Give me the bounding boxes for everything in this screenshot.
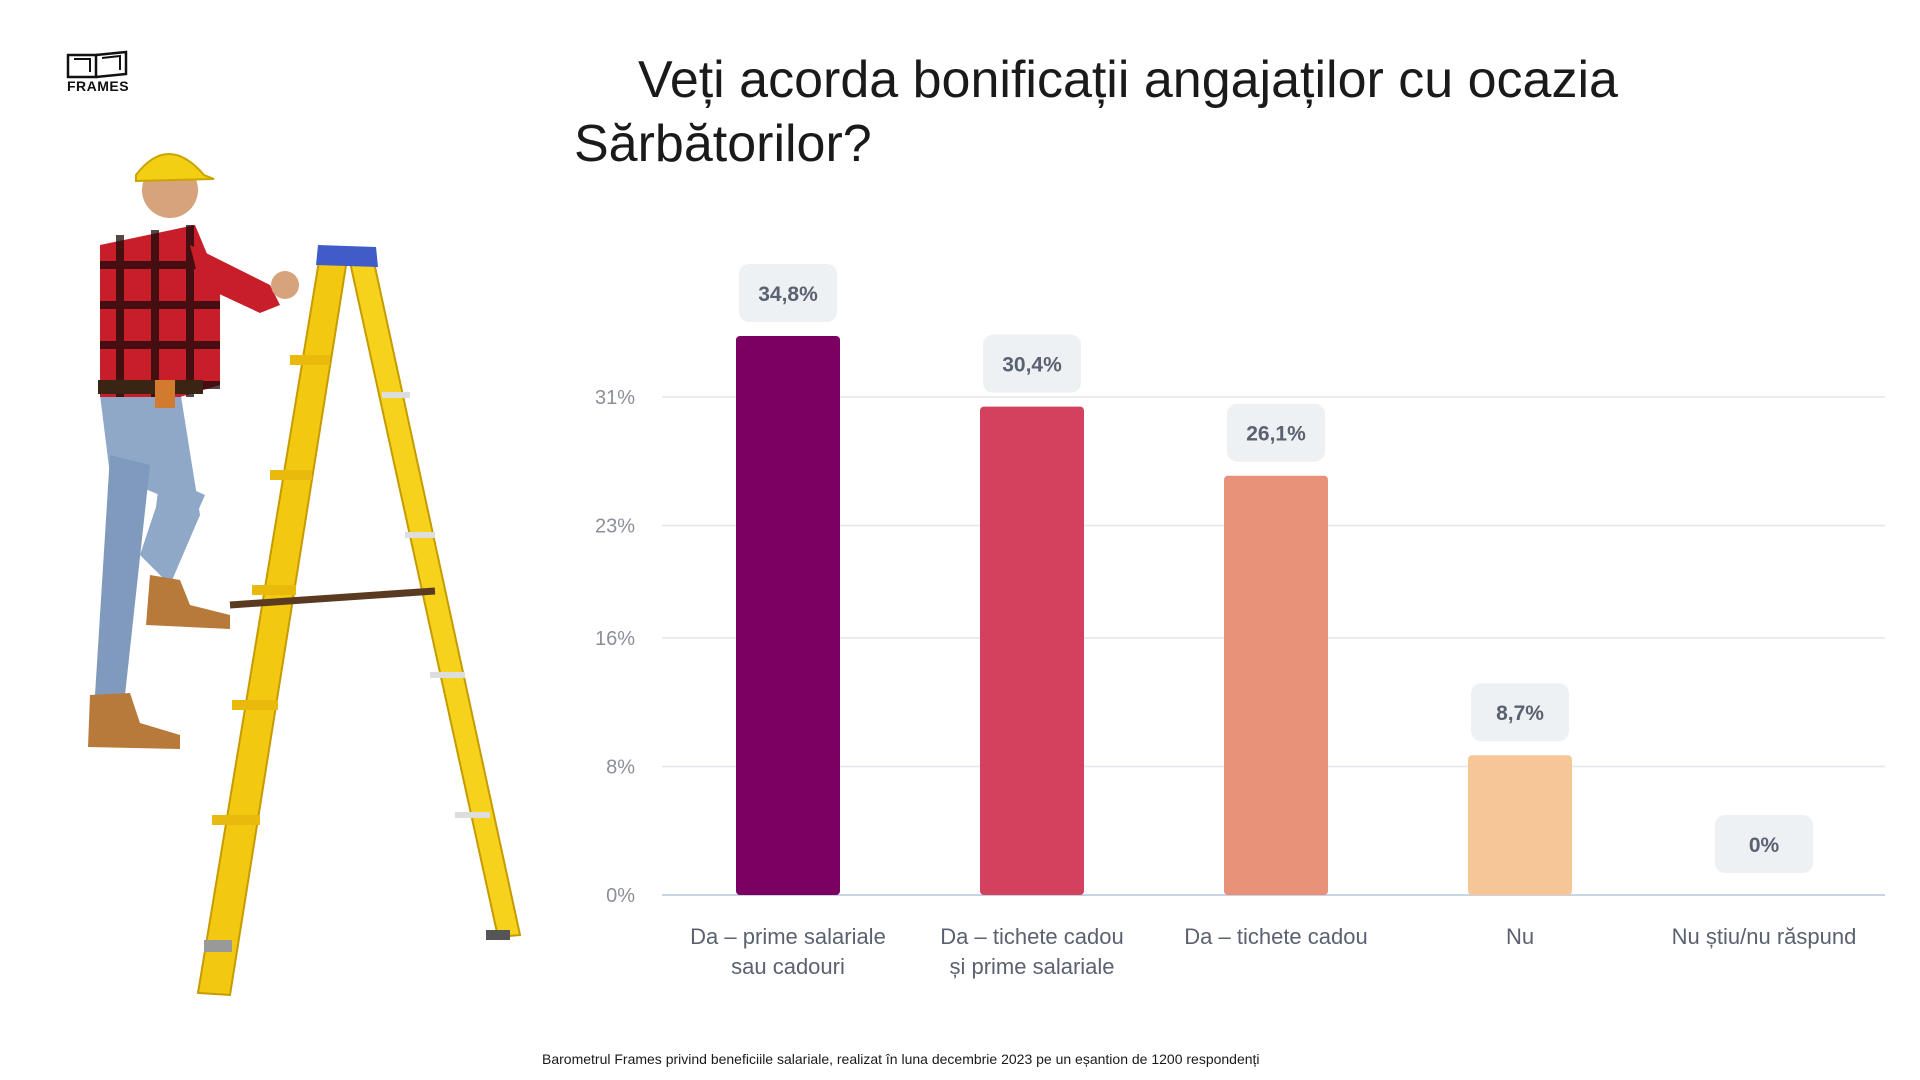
- bar: [980, 406, 1084, 895]
- title-line-1: Veți acorda bonificații angajaților cu o…: [638, 51, 1618, 109]
- y-tick-label: 23%: [595, 516, 635, 538]
- data-label: 30,4%: [1002, 354, 1062, 377]
- y-tick-label: 8%: [606, 756, 635, 778]
- data-label: 34,8%: [758, 283, 818, 306]
- data-label: 26,1%: [1246, 423, 1306, 446]
- x-category-label: Nu știu/nu răspund: [1671, 924, 1857, 949]
- data-label-badge: [739, 263, 837, 322]
- x-category-label: Da – tichete cadou: [1184, 924, 1368, 949]
- worker-figure: [88, 153, 299, 749]
- y-tick-label: 16%: [595, 628, 635, 650]
- frames-logo: FRAMES: [62, 50, 142, 100]
- y-tick-label: 0%: [606, 885, 635, 907]
- data-label-badge: [983, 334, 1081, 393]
- worker-ladder-illustration: [80, 135, 540, 1005]
- bar: [1468, 755, 1572, 895]
- source-footnote: Barometrul Frames privind beneficiile sa…: [542, 1051, 1260, 1067]
- data-label: 0%: [1749, 834, 1780, 857]
- y-tick-label: 31%: [595, 387, 635, 409]
- bar-chart: 0% 8% 16% 23% 31% 34,8% 30,4% 26,1% 8,7% 0%: [595, 263, 1885, 907]
- bar: [736, 335, 840, 895]
- data-label: 8,7%: [1496, 702, 1544, 725]
- data-label-badge: [1227, 403, 1325, 462]
- x-category-label: Da – tichete cadou și prime salariale: [940, 924, 1124, 979]
- frames-logo-mark: [66, 50, 128, 79]
- x-category-label: Da – prime salariale sau cadouri: [690, 924, 886, 979]
- title-line-2: Sărbătorilor?: [574, 115, 872, 173]
- ladder-icon: [196, 245, 522, 997]
- logo-text: FRAMES: [66, 78, 130, 94]
- page-title: Veți acorda bonificații angajaților cu o…: [574, 48, 1794, 176]
- x-category-label: Nu: [1505, 924, 1535, 949]
- data-label-badge: [1715, 815, 1813, 873]
- data-label-badge: [1471, 683, 1569, 742]
- bar: [1224, 475, 1328, 895]
